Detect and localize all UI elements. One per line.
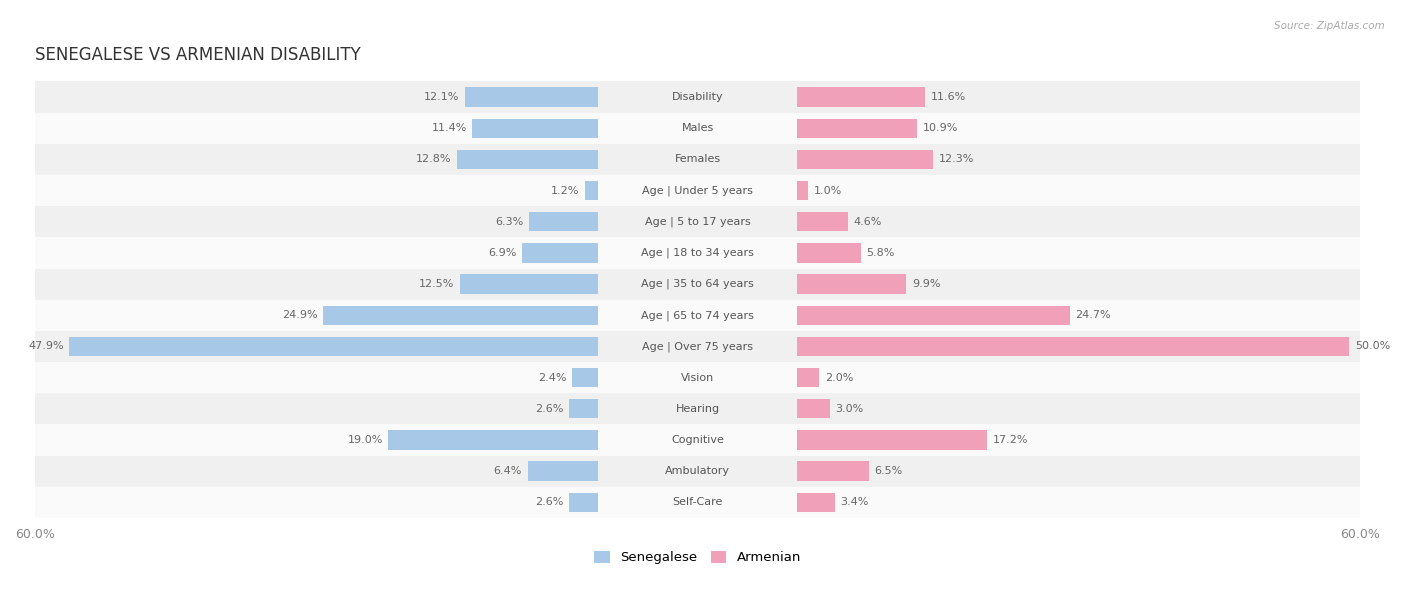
Bar — [797, 368, 820, 387]
Bar — [323, 305, 598, 325]
Bar — [460, 274, 598, 294]
Text: 1.2%: 1.2% — [551, 185, 579, 196]
Bar — [69, 337, 598, 356]
Text: 12.1%: 12.1% — [423, 92, 458, 102]
Text: Disability: Disability — [672, 92, 724, 102]
Text: Age | 5 to 17 years: Age | 5 to 17 years — [645, 217, 751, 227]
Text: Cognitive: Cognitive — [671, 435, 724, 445]
Text: 24.7%: 24.7% — [1076, 310, 1111, 320]
Bar — [797, 493, 835, 512]
Bar — [569, 493, 598, 512]
Bar — [585, 181, 598, 200]
Bar — [472, 119, 598, 138]
Bar — [797, 274, 907, 294]
Text: 2.4%: 2.4% — [537, 373, 567, 382]
Bar — [569, 399, 598, 419]
Bar — [35, 393, 1360, 424]
Text: 12.8%: 12.8% — [416, 154, 451, 165]
Bar — [35, 237, 1360, 269]
Bar — [797, 181, 808, 200]
Text: 1.0%: 1.0% — [814, 185, 842, 196]
Bar — [797, 150, 932, 169]
Text: 6.9%: 6.9% — [488, 248, 516, 258]
Text: 12.5%: 12.5% — [419, 279, 454, 289]
Text: Females: Females — [675, 154, 721, 165]
Bar — [527, 461, 598, 481]
Bar — [35, 175, 1360, 206]
Bar — [797, 337, 1350, 356]
Legend: Senegalese, Armenian: Senegalese, Armenian — [589, 545, 807, 569]
Bar — [797, 430, 987, 450]
Text: 24.9%: 24.9% — [283, 310, 318, 320]
Bar — [35, 362, 1360, 393]
Text: 6.5%: 6.5% — [875, 466, 903, 476]
Text: Age | 35 to 64 years: Age | 35 to 64 years — [641, 279, 754, 289]
Bar — [522, 243, 598, 263]
Text: 50.0%: 50.0% — [1355, 341, 1391, 351]
Text: 6.3%: 6.3% — [495, 217, 523, 226]
Bar — [35, 455, 1360, 487]
Text: Vision: Vision — [681, 373, 714, 382]
Text: Source: ZipAtlas.com: Source: ZipAtlas.com — [1274, 21, 1385, 31]
Bar — [35, 144, 1360, 175]
Text: Age | Over 75 years: Age | Over 75 years — [643, 341, 754, 352]
Bar — [35, 331, 1360, 362]
Text: 6.4%: 6.4% — [494, 466, 522, 476]
Bar — [35, 269, 1360, 300]
Text: 11.4%: 11.4% — [432, 123, 467, 133]
Bar — [797, 119, 917, 138]
Bar — [797, 305, 1070, 325]
Text: Self-Care: Self-Care — [672, 498, 723, 507]
Bar — [797, 88, 925, 106]
Text: 4.6%: 4.6% — [853, 217, 882, 226]
Text: 12.3%: 12.3% — [938, 154, 974, 165]
Bar — [529, 212, 598, 231]
Text: 11.6%: 11.6% — [931, 92, 966, 102]
Bar — [35, 424, 1360, 455]
Text: 3.0%: 3.0% — [835, 404, 863, 414]
Bar — [797, 212, 848, 231]
Text: 2.6%: 2.6% — [536, 404, 564, 414]
Text: Age | 18 to 34 years: Age | 18 to 34 years — [641, 248, 754, 258]
Bar — [457, 150, 598, 169]
Text: 47.9%: 47.9% — [28, 341, 63, 351]
Bar — [464, 88, 598, 106]
Text: 9.9%: 9.9% — [912, 279, 941, 289]
Text: 3.4%: 3.4% — [841, 498, 869, 507]
Text: Males: Males — [682, 123, 714, 133]
Bar — [797, 243, 860, 263]
Text: 2.6%: 2.6% — [536, 498, 564, 507]
Text: Hearing: Hearing — [675, 404, 720, 414]
Text: 19.0%: 19.0% — [347, 435, 382, 445]
Text: Age | 65 to 74 years: Age | 65 to 74 years — [641, 310, 754, 321]
Text: Ambulatory: Ambulatory — [665, 466, 730, 476]
Bar — [35, 300, 1360, 331]
Text: SENEGALESE VS ARMENIAN DISABILITY: SENEGALESE VS ARMENIAN DISABILITY — [35, 47, 361, 64]
Text: 10.9%: 10.9% — [922, 123, 959, 133]
Bar — [797, 399, 830, 419]
Bar — [35, 113, 1360, 144]
Text: 2.0%: 2.0% — [825, 373, 853, 382]
Bar — [388, 430, 598, 450]
Bar — [572, 368, 598, 387]
Text: Age | Under 5 years: Age | Under 5 years — [643, 185, 754, 196]
Bar — [35, 206, 1360, 237]
Bar — [35, 81, 1360, 113]
Text: 17.2%: 17.2% — [993, 435, 1028, 445]
Text: 5.8%: 5.8% — [866, 248, 896, 258]
Bar — [35, 487, 1360, 518]
Bar — [797, 461, 869, 481]
